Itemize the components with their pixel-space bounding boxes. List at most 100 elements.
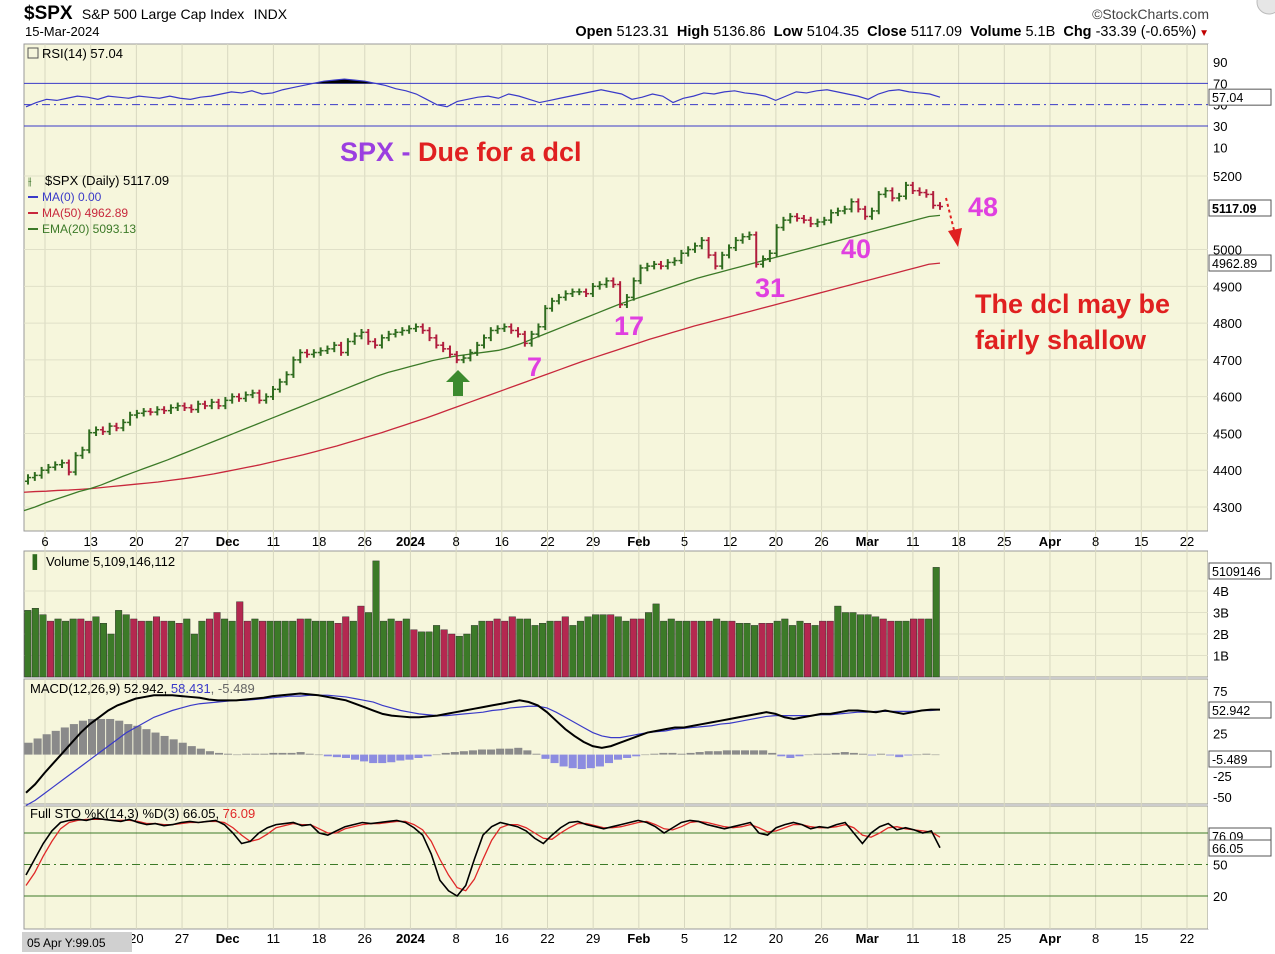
ema20-line [23,214,941,512]
red-down-arrow-shaft [945,197,956,235]
volume-bar [417,631,425,678]
volume-bar [342,616,350,678]
volume-bar [751,625,759,678]
ma0-legend: MA(0) 0.00 [42,190,102,204]
volume-bar [236,601,244,678]
x-tick-label: 2024 [396,534,426,549]
x-tick-label: 5 [681,534,688,549]
volume-legend: Volume 5,109,146,112 [46,554,175,569]
volume-bar [910,618,917,678]
macd-hist-bar [686,752,695,755]
x-tick-label-bottom: 15 [1134,931,1148,946]
x-tick-label: 15 [1134,534,1148,549]
volume-bar [122,614,130,678]
cycle-count-label: 48 [968,192,998,222]
value-box-text: 5117.09 [1212,202,1257,216]
macd-hist-bar [160,735,169,755]
right-axis-bg [1208,44,1275,929]
volume-bar [804,623,812,678]
macd-hist-bar [24,742,33,755]
macd-hist-bar [641,754,650,756]
chg-label: Chg [1063,24,1092,40]
volume-value: 5.1B [1025,24,1056,40]
macd-hist-bar [704,751,713,755]
macd-hist-bar [242,753,251,755]
x-tick-label: 22 [540,534,554,549]
macd-hist-bar [387,754,396,763]
value-box [1208,199,1272,217]
macd-hist-bar [659,752,668,755]
macd-hist-bar [541,754,550,759]
macd-hist-bar [532,753,541,755]
x-tick-label-bottom: 8 [1092,931,1099,946]
cycle-count-label: 31 [755,273,785,303]
macd-hist-bar [196,748,205,755]
y-tick-label: 4900 [1213,279,1242,294]
macd-hist-bar [867,754,877,756]
macd-hist-bar [586,754,595,769]
macd-hist-bar [287,752,296,755]
macd-hist-bar [786,754,795,758]
macd-hist-bar [487,749,496,755]
volume-bar [448,633,456,678]
value-box [1208,88,1272,106]
value-box-text: -5.489 [1212,753,1247,767]
y-tick-label: 5200 [1213,169,1242,184]
y-tick-label: 4800 [1213,316,1242,331]
volume-bar [592,614,600,678]
macd-legend-part: MACD(12,26,9) 52.942, [30,681,171,696]
x-tick-label-bottom: Apr [1039,931,1061,946]
annotation-title-text: Due for a dcl [418,137,582,167]
macd-hist-bar [405,754,414,760]
high-label: High [676,24,710,40]
macd-hist-bar [795,754,804,757]
macd-hist-bar [169,739,178,755]
volume-bar [637,618,645,678]
copyright-icon: © [1092,6,1103,22]
volume-bar [228,620,236,678]
volume-bar [698,620,706,678]
red-down-arrow-icon [948,228,962,247]
x-tick-label-bottom: 20 [129,931,143,946]
volume-bar [440,629,448,678]
y-tick-label: -50 [1213,790,1232,805]
macd-hist-bar [804,754,813,756]
macd-hist-bar [78,720,87,755]
macd-hist-bar [314,754,323,756]
rsi-legend-icon [27,47,39,59]
macd-hist-bar [341,754,350,758]
volume-bar [251,618,259,678]
volume-bar [690,620,698,678]
macd-hist-bar [87,718,97,755]
x-tick-label-bottom: 11 [906,931,920,946]
chart-date: 15-Mar-2024 [25,24,100,39]
volume-bar [137,620,145,678]
volume-bar [486,620,494,678]
x-tick-label-bottom: 26 [814,931,828,946]
volume-bar [841,612,849,678]
volume-bar [705,620,713,678]
volume-bar [221,618,229,678]
y-tick-label: -25 [1213,769,1232,784]
volume-bar [47,620,54,678]
macd-hist-bar [378,754,387,764]
macd-hist-bar [858,753,867,755]
volume-bar [667,618,675,678]
volume-bar [77,618,85,678]
x-tick-label: 27 [175,534,189,549]
volume-bar [599,614,607,678]
macd-hist-bar [133,725,142,755]
y-tick-label: 4300 [1213,500,1242,515]
x-tick-label: 12 [723,534,737,549]
x-tick-label: Apr [1039,534,1061,549]
volume-bar [561,616,569,678]
value-box [1208,701,1272,719]
volume-bar [796,620,804,678]
macd-hist-bar [187,746,196,755]
volume-bar [894,620,902,678]
volume-bar [455,635,463,678]
annotation-title: SPX - Due for a dcl [340,137,582,167]
macd-hist-bar [913,754,922,756]
